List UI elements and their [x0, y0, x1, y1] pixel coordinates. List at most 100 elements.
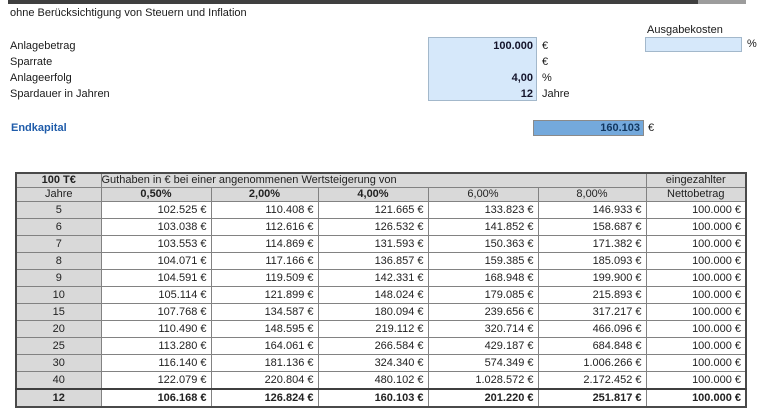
value-cell: 1.028.572 €: [427, 371, 539, 390]
endkapital-label: Endkapital: [11, 122, 67, 134]
value-cell: 100.000 €: [645, 201, 747, 219]
year-cell: 12: [15, 388, 102, 408]
value-cell: 133.823 €: [427, 201, 539, 219]
value-cell: 122.079 €: [100, 371, 212, 390]
table-row: 10 105.114 €121.899 €148.024 €179.085 €21…: [15, 286, 747, 304]
table-row: 6 103.038 €112.616 €126.532 €141.852 €158…: [15, 218, 747, 236]
sparrate-label: Sparrate: [10, 56, 53, 68]
value-cell: 320.714 €: [427, 320, 539, 338]
table-row: 7 103.553 €114.869 €131.593 €150.363 €171…: [15, 235, 747, 253]
anlageerfolg-input[interactable]: 4,00: [511, 72, 533, 84]
value-cell: 102.525 €: [100, 201, 212, 219]
spardauer-unit: Jahre: [542, 88, 570, 100]
value-cell: 100.000 €: [645, 371, 747, 390]
value-cell: 148.024 €: [317, 286, 429, 304]
value-cell: 136.857 €: [317, 252, 429, 270]
table-row: 8 104.071 €117.166 €136.857 €159.385 €185…: [15, 252, 747, 270]
year-cell: 15: [15, 303, 102, 321]
sparrate-input[interactable]: [429, 54, 536, 70]
table-row: 20 110.490 €148.595 €219.112 €320.714 €46…: [15, 320, 747, 338]
value-cell: 100.000 €: [645, 320, 747, 338]
table-row: 40 122.079 €220.804 €480.102 €1.028.572 €…: [15, 371, 747, 390]
col-header-2-00: 2,00%: [210, 187, 319, 202]
value-cell: 110.408 €: [210, 201, 319, 219]
value-cell: 199.900 €: [537, 269, 647, 287]
value-cell: 466.096 €: [537, 320, 647, 338]
table-head-rows: 100 T€ Guthaben in € bei einer angenomme…: [15, 172, 747, 202]
spardauer-input[interactable]: 12: [520, 88, 533, 100]
value-cell: 146.933 €: [537, 201, 647, 219]
value-cell: 185.093 €: [537, 252, 647, 270]
col-header-6-00: 6,00%: [427, 187, 539, 202]
value-cell: 103.038 €: [100, 218, 212, 236]
year-cell: 25: [15, 337, 102, 355]
anlageerfolg-unit: %: [542, 72, 552, 84]
value-cell: 112.616 €: [210, 218, 319, 236]
value-cell: 100.000 €: [645, 354, 747, 372]
table-right-header: eingezahlter: [645, 172, 747, 188]
value-cell: 103.553 €: [100, 235, 212, 253]
table-total-row: 12 106.168 €126.824 €160.103 €201.220 €25…: [15, 388, 747, 408]
endkapital-value: 160.103: [533, 120, 644, 136]
year-cell: 20: [15, 320, 102, 338]
value-cell: 117.166 €: [210, 252, 319, 270]
top-divider-bar-light: [698, 0, 746, 4]
value-cell: 116.140 €: [100, 354, 212, 372]
value-cell: 181.136 €: [210, 354, 319, 372]
col-header-jahre: Jahre: [15, 187, 102, 202]
value-cell: 480.102 €: [317, 371, 429, 390]
value-cell: 100.000 €: [645, 303, 747, 321]
value-cell: 148.595 €: [210, 320, 319, 338]
growth-table: 100 T€ Guthaben in € bei einer angenomme…: [15, 172, 747, 408]
sheet-subtitle: ohne Berücksichtigung von Steuern und In…: [10, 7, 247, 19]
endkapital-unit: €: [648, 122, 655, 134]
value-cell: 1.006.266 €: [537, 354, 647, 372]
value-cell: 134.587 €: [210, 303, 319, 321]
value-cell: 114.869 €: [210, 235, 319, 253]
table-span-header: Guthaben in € bei einer angenommenen Wer…: [100, 172, 647, 188]
anlagebetrag-label: Anlagebetrag: [10, 40, 76, 52]
year-cell: 30: [15, 354, 102, 372]
ausgabekosten-unit: %: [747, 38, 757, 50]
table-header-row-1: 100 T€ Guthaben in € bei einer angenomme…: [15, 172, 747, 188]
ausgabekosten-input[interactable]: [645, 37, 742, 52]
value-cell: 164.061 €: [210, 337, 319, 355]
value-cell: 239.656 €: [427, 303, 539, 321]
value-cell: 219.112 €: [317, 320, 429, 338]
value-cell: 684.848 €: [537, 337, 647, 355]
top-divider-bar: [8, 0, 698, 4]
year-cell: 7: [15, 235, 102, 253]
value-cell: 141.852 €: [427, 218, 539, 236]
value-cell: 100.000 €: [645, 269, 747, 287]
year-cell: 8: [15, 252, 102, 270]
year-cell: 9: [15, 269, 102, 287]
value-cell: 574.349 €: [427, 354, 539, 372]
value-cell: 104.071 €: [100, 252, 212, 270]
value-cell: 215.893 €: [537, 286, 647, 304]
value-cell: 266.584 €: [317, 337, 429, 355]
value-cell: 104.591 €: [100, 269, 212, 287]
value-cell: 324.340 €: [317, 354, 429, 372]
value-cell: 126.824 €: [210, 388, 319, 408]
value-cell: 100.000 €: [645, 235, 747, 253]
value-cell: 105.114 €: [100, 286, 212, 304]
value-cell: 100.000 €: [645, 337, 747, 355]
value-cell: 131.593 €: [317, 235, 429, 253]
anlagebetrag-input[interactable]: 100.000: [493, 40, 533, 52]
col-header-4-00: 4,00%: [317, 187, 429, 202]
table-body: 5 102.525 €110.408 €121.665 €133.823 €146…: [15, 201, 747, 408]
value-cell: 107.768 €: [100, 303, 212, 321]
value-cell: 179.085 €: [427, 286, 539, 304]
table-row: 15 107.768 €134.587 €180.094 €239.656 €31…: [15, 303, 747, 321]
value-cell: 160.103 €: [317, 388, 429, 408]
value-cell: 171.382 €: [537, 235, 647, 253]
value-cell: 150.363 €: [427, 235, 539, 253]
col-header-nettobetrag: Nettobetrag: [645, 187, 747, 202]
value-cell: 100.000 €: [645, 252, 747, 270]
value-cell: 110.490 €: [100, 320, 212, 338]
value-cell: 251.817 €: [537, 388, 647, 408]
spardauer-label: Spardauer in Jahren: [10, 88, 110, 100]
value-cell: 159.385 €: [427, 252, 539, 270]
sparrate-unit: €: [542, 56, 549, 68]
